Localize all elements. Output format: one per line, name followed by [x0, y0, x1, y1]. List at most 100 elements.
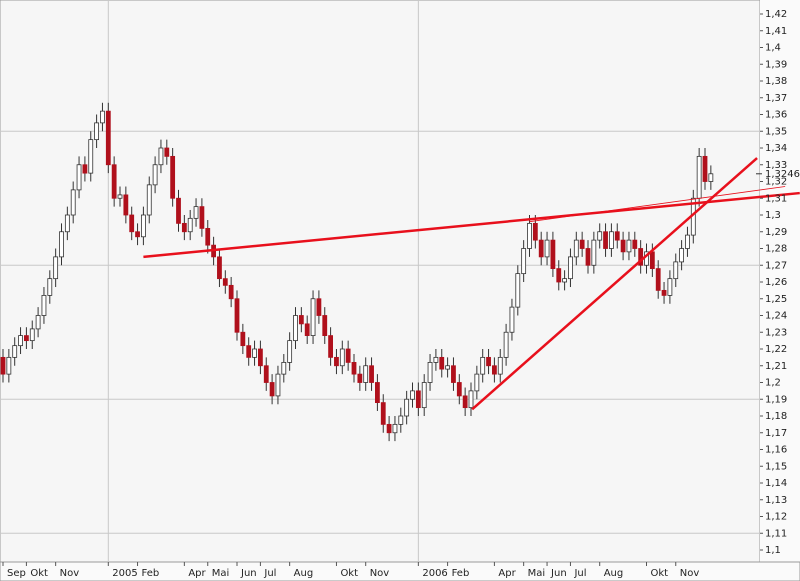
candle-body [240, 331, 246, 347]
candle-body [550, 239, 556, 270]
x-tick-label: 2005 [112, 568, 137, 579]
candle-body [380, 402, 386, 425]
candle-body [609, 231, 614, 249]
x-tick-label: Jul [573, 568, 586, 579]
candle-body [538, 239, 544, 258]
x-tick-label: Feb [142, 568, 160, 579]
y-tick-label: 1,23 [765, 327, 787, 338]
candle-body [275, 373, 281, 397]
candle-body [298, 315, 304, 325]
candle-body [140, 214, 146, 238]
candle-body [164, 147, 170, 157]
x-tick-label: Jun [550, 568, 567, 579]
candle-body [176, 197, 181, 224]
candle-body [234, 298, 240, 333]
axes: 1,1 1,11 1,12 1,13 1,14 1,15 1,16 1,17 1,18 1,19 1… [2, 9, 800, 579]
y-tick-label: 1,39 [765, 59, 787, 70]
candle-body [603, 231, 608, 249]
candle-body [661, 289, 667, 296]
candle-body [187, 217, 193, 233]
trendline [471, 157, 758, 411]
candle-body [351, 361, 357, 375]
candle-body [374, 382, 380, 404]
candles [0, 102, 714, 442]
candle-body [18, 335, 23, 347]
candle-body [614, 231, 620, 241]
trendlines [143, 157, 800, 411]
x-tick-label: Mai [212, 568, 230, 579]
candle-body [222, 278, 228, 286]
y-tick-label: 1,4 [765, 43, 781, 54]
candle-body [146, 184, 152, 216]
candle-body [462, 395, 468, 409]
candle-body [59, 231, 64, 258]
trendline [529, 186, 786, 223]
candle-body [263, 365, 269, 383]
y-tick-label: 1,19 [765, 394, 787, 405]
candle-body [702, 155, 708, 182]
y-tick-label: 1,14 [765, 478, 787, 489]
candle-body [334, 356, 339, 367]
y-tick-label: 1,1 [765, 545, 781, 556]
candle-body [94, 122, 99, 141]
candle-body [392, 423, 398, 434]
y-tick-label: 1,34 [765, 143, 787, 154]
x-tick-label: Apr [188, 568, 206, 579]
candle-body [532, 222, 538, 241]
candle-body [41, 294, 47, 316]
candle-body [585, 248, 591, 266]
candle-body [357, 373, 363, 383]
x-axis-panel [0, 561, 800, 581]
candle-body [497, 356, 503, 375]
candle-body [281, 361, 287, 375]
grid [0, 0, 760, 562]
candle-body [82, 164, 88, 174]
candle-body [76, 164, 82, 191]
x-tick-label: Jun [240, 568, 257, 579]
candle-body [0, 356, 6, 375]
candle-body [170, 155, 176, 199]
x-tick-label: Sep [7, 568, 26, 579]
candle-body [410, 390, 415, 400]
x-tick-label: Nov [60, 568, 80, 579]
candle-body [117, 194, 123, 199]
candle-body [468, 390, 474, 409]
candle-body [456, 382, 462, 397]
candle-body [246, 345, 252, 358]
candle-body [486, 356, 491, 367]
candle-body [70, 189, 76, 216]
candle-body [544, 239, 550, 258]
x-tick-label: Feb [452, 568, 470, 579]
candle-body [123, 194, 129, 216]
candle-body [638, 248, 644, 266]
candle-body [129, 214, 135, 233]
last-price-label: 1,3246 [765, 169, 800, 180]
y-tick-label: 1,37 [765, 93, 787, 104]
y-tick-label: 1,41 [765, 26, 787, 37]
candle-body [398, 415, 404, 425]
candle-body [562, 278, 567, 283]
candle-body [421, 382, 427, 409]
x-tick-label: Okt [651, 568, 669, 579]
candle-body [386, 423, 392, 434]
candle-body [205, 227, 211, 246]
candle-body [217, 256, 222, 280]
x-tick-label: Nov [680, 568, 700, 579]
candle-body [404, 398, 410, 417]
candle-body [369, 365, 374, 383]
candle-body [310, 298, 316, 336]
y-tick-label: 1,22 [765, 344, 787, 355]
candle-body [591, 239, 597, 266]
candle-body [29, 328, 35, 342]
candle-body [135, 231, 140, 238]
candle-body [339, 348, 345, 367]
candle-body [199, 206, 205, 229]
candle-body [269, 382, 275, 397]
candle-body [293, 315, 298, 342]
y-tick-label: 1,3 [765, 210, 781, 221]
candle-body [451, 365, 456, 383]
trendline [143, 191, 800, 259]
x-tick-label: Aug [294, 568, 314, 579]
y-tick-label: 1,26 [765, 277, 787, 288]
candle-body [509, 306, 515, 333]
